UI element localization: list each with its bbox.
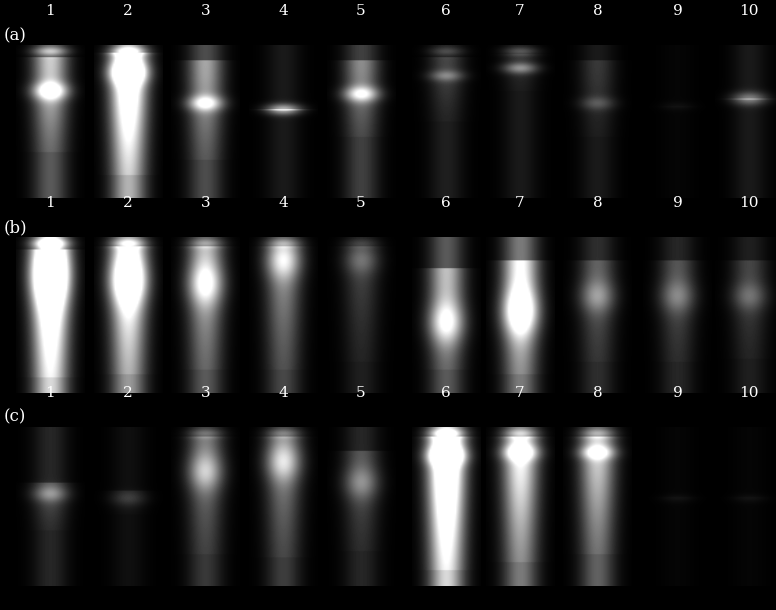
Text: 1: 1: [46, 386, 55, 400]
Text: 10: 10: [739, 386, 759, 400]
Text: 6: 6: [442, 4, 451, 18]
Text: 2: 2: [123, 4, 133, 18]
Text: 10: 10: [739, 4, 759, 18]
Text: 8: 8: [593, 196, 602, 210]
Text: 5: 5: [356, 4, 365, 18]
Text: 9: 9: [673, 196, 682, 210]
Text: 9: 9: [673, 4, 682, 18]
Text: (a): (a): [4, 27, 26, 45]
Text: 8: 8: [593, 4, 602, 18]
Text: 3: 3: [201, 4, 210, 18]
Text: (c): (c): [4, 409, 26, 426]
Text: 4: 4: [279, 386, 288, 400]
Text: 2: 2: [123, 386, 133, 400]
Text: 5: 5: [356, 196, 365, 210]
Text: 10: 10: [739, 196, 759, 210]
Text: 4: 4: [279, 196, 288, 210]
Text: 3: 3: [201, 386, 210, 400]
Text: 5: 5: [356, 386, 365, 400]
Text: 7: 7: [515, 4, 525, 18]
Text: 1: 1: [46, 196, 55, 210]
Text: 7: 7: [515, 196, 525, 210]
Text: 7: 7: [515, 386, 525, 400]
Text: 1: 1: [46, 4, 55, 18]
Text: 6: 6: [442, 386, 451, 400]
Text: 4: 4: [279, 4, 288, 18]
Text: (b): (b): [4, 220, 27, 237]
Text: 8: 8: [593, 386, 602, 400]
Text: 9: 9: [673, 386, 682, 400]
Text: 3: 3: [201, 196, 210, 210]
Text: 2: 2: [123, 196, 133, 210]
Text: 6: 6: [442, 196, 451, 210]
